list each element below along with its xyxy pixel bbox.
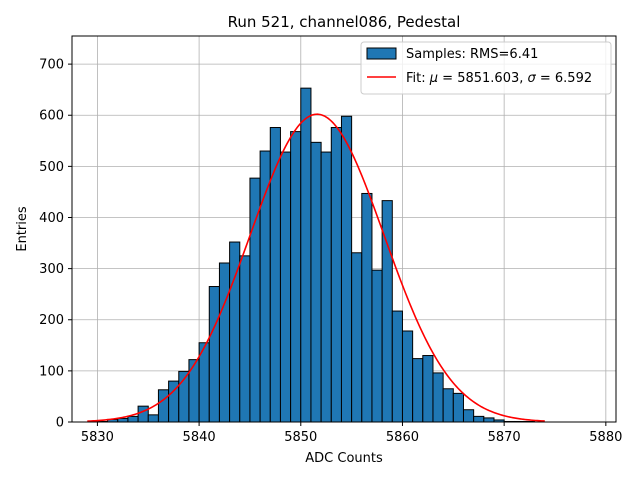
x-axis-label: ADC Counts [305,451,383,466]
x-tick-label: 5830 [81,430,114,445]
histogram-bar [391,310,403,423]
histogram-bar [483,417,495,423]
histogram-bar [269,127,281,423]
histogram-bar [422,355,434,423]
histogram-bar [310,141,322,423]
legend-fit-label: Fit: μ = 5851.603, σ = 6.592 [406,71,592,86]
legend-fit-prefix: Fit: [406,71,430,86]
y-tick-label: 700 [39,58,64,73]
histogram-bar [351,252,363,423]
histogram-bar [462,409,475,423]
y-tick-label: 600 [39,109,64,124]
legend-fit-sigma-value: = 6.592 [536,71,592,86]
histogram-bar [401,330,414,423]
y-tick-label: 500 [39,160,64,175]
histogram-bar [340,115,353,423]
x-tick-label: 5850 [284,430,317,445]
plot-frame [71,35,617,423]
legend-histogram-swatch [366,47,397,60]
histogram-bar [208,286,220,423]
histogram-bar [279,151,292,423]
y-tick-label: 300 [39,262,64,277]
histogram-bar [147,414,159,423]
histogram-bar [127,415,139,423]
histogram-bar [117,417,129,423]
y-tick-label: 400 [39,211,64,226]
histogram-bar [361,192,373,423]
histogram-bars [96,87,536,423]
histogram-bar [157,389,170,423]
y-tick-label: 0 [56,416,64,431]
histogram-bar [371,269,383,423]
legend-histogram-label: Samples: RMS=6.41 [406,47,538,62]
histogram-bar [412,358,424,423]
legend-fit-sigma-symbol: σ [528,71,537,86]
histogram-bar [300,87,312,423]
y-axis-label: Entries [15,206,30,252]
histogram-bar [473,415,485,423]
histogram-bar [290,131,302,423]
histogram-bar [320,151,332,423]
chart-title: Run 521, channel086, Pedestal [228,13,461,31]
histogram-bar [137,405,149,423]
y-tick-label: 200 [39,313,64,328]
histogram-bar [442,388,454,423]
x-tick-label: 5870 [488,430,521,445]
y-tick-label: 100 [39,364,64,379]
histogram-bar [239,255,251,423]
fit-curve [87,113,545,422]
histogram-bar [218,262,231,423]
x-tick-label: 5840 [183,430,216,445]
histogram-bar [330,127,342,423]
histogram-bar [452,392,464,423]
axis-ticks: 5830 5840 5850 5860 5870 5880 0 100 200 300 400 500… [39,58,622,445]
x-tick-label: 5860 [386,430,419,445]
x-tick-label: 5880 [589,430,622,445]
histogram-bar [249,177,261,423]
legend-fit-mu-symbol: μ [429,71,438,86]
histogram-bar [432,372,444,423]
legend-fit-mu-value: = 5851.603, [438,71,527,86]
legend: Samples: RMS=6.41 Fit: μ = 5851.603, σ =… [360,41,612,95]
fit-curve-group [87,113,545,422]
legend-frame [360,41,612,95]
